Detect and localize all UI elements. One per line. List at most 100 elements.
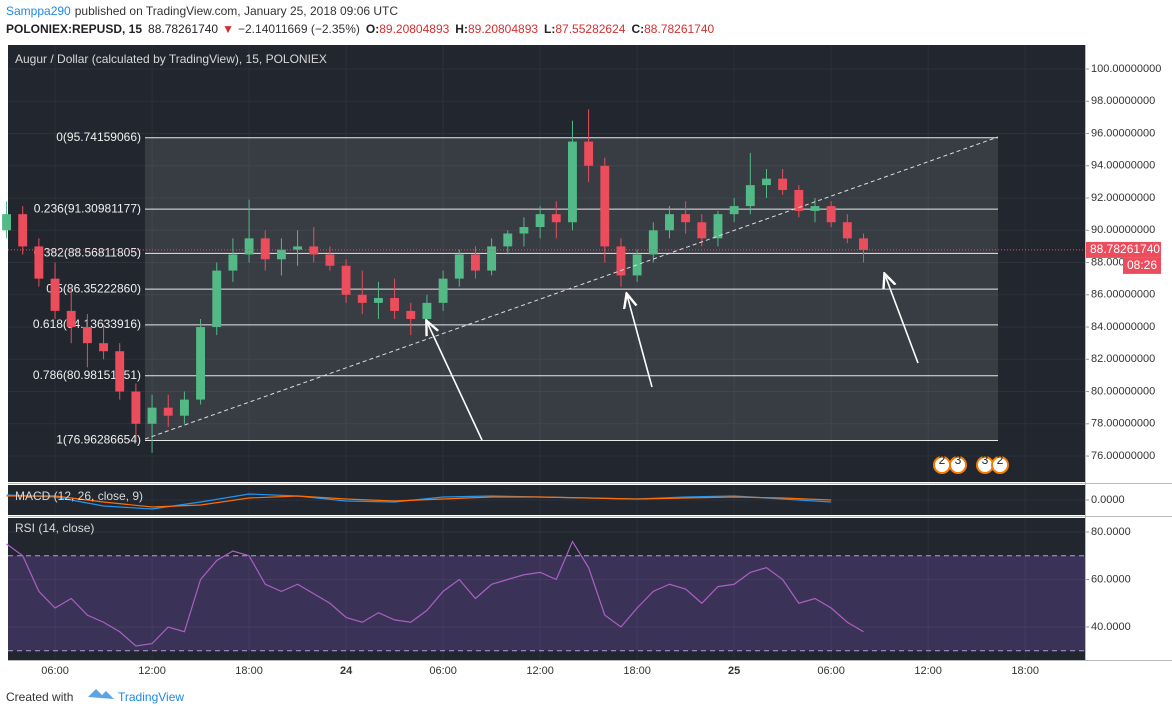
candle-body: [2, 214, 11, 231]
candle-body: [341, 265, 351, 295]
candle-body: [228, 254, 238, 271]
event-label: 3: [955, 453, 962, 467]
x-tick-label: 18:00: [1011, 665, 1039, 677]
header-line-2: POLONIEX:REPUSD, 15 88.78261740 ▼ −2.140116…: [6, 22, 715, 36]
symbol: POLONIEX:REPUSD, 15: [6, 22, 142, 36]
x-tick-label: 12:00: [526, 665, 554, 677]
plot-layer: 76.00000000 78.00000000 80.00000000 82.0000…: [2, 45, 1172, 677]
y-tick-label: 80.0000: [1091, 526, 1131, 538]
candle-body: [842, 222, 852, 239]
candle-body: [422, 302, 432, 319]
event-label: 2: [939, 453, 946, 467]
candle-body: [600, 165, 610, 247]
candle-body: [260, 238, 270, 260]
candle-body: [568, 141, 577, 223]
fib-label: 0(95.74159066): [56, 130, 141, 144]
y-tick-label: 100.00000000: [1091, 63, 1161, 75]
candle-body: [66, 310, 76, 328]
y-tick-label: 0.0000: [1091, 494, 1125, 506]
ohlc-value: 89.20804893: [379, 22, 449, 36]
rsi-pane: [8, 518, 1085, 660]
candle-body: [487, 246, 497, 271]
candle-body: [454, 254, 464, 279]
ohlc-key: O:: [366, 22, 379, 36]
candle-body: [745, 185, 755, 207]
y-tick-label: 90.00000000: [1091, 224, 1155, 236]
series-line: [6, 495, 832, 508]
candle-body: [212, 270, 222, 328]
change: −2.14011669 (−2.35%): [238, 22, 360, 36]
candle-body: [826, 206, 836, 223]
y-tick-label: 98.00000000: [1091, 95, 1155, 107]
event-label: 2: [997, 453, 1004, 467]
candle-body: [18, 214, 28, 247]
y-tick-label: 82.00000000: [1091, 353, 1155, 365]
candle-body: [551, 214, 561, 223]
rsi-band: [8, 555, 1085, 651]
x-tick-label: 12:00: [138, 665, 166, 677]
candle-body: [196, 327, 206, 400]
tv-logo: [88, 689, 114, 699]
y-tick-label: 86.00000000: [1091, 289, 1155, 301]
y-tick-label: 76.00000000: [1091, 450, 1155, 462]
candle-body: [147, 407, 157, 424]
candle-body: [438, 278, 448, 303]
x-tick-label: 12:00: [914, 665, 942, 677]
countdown-box: [1123, 257, 1161, 274]
ohlc-key: H:: [455, 22, 468, 36]
candle-body: [762, 178, 771, 186]
event-label: 3: [982, 453, 989, 467]
candle-body: [325, 254, 335, 266]
candle-body: [163, 407, 173, 416]
last-price-label: 88.78261740: [1090, 242, 1160, 256]
candle-body: [810, 206, 820, 211]
created-with: Created with: [6, 690, 73, 704]
y-tick-label: 78.00000000: [1091, 418, 1155, 430]
arrow: [427, 322, 483, 441]
candle-body: [665, 214, 674, 231]
fib-label: 0.236(91.30981177): [34, 201, 141, 215]
candle-body: [778, 178, 788, 190]
x-tick-label: 25: [728, 665, 740, 677]
candle-body: [713, 214, 723, 239]
price-pane-title: Augur / Dollar (calculated by TradingVie…: [15, 52, 327, 66]
candle-body: [82, 327, 92, 344]
brand[interactable]: TradingView: [118, 690, 184, 704]
fib-label: 0.5(86.35222860): [46, 281, 141, 295]
x-tick-label: 24: [340, 665, 353, 677]
x-tick-label: 18:00: [235, 665, 263, 677]
candle-body: [584, 141, 594, 166]
ohlc: O:89.20804893 H:89.20804893 L:87.55282624 C…: [366, 22, 715, 36]
x-tick-label: 06:00: [817, 665, 845, 677]
ohlc-key: C:: [631, 22, 644, 36]
candle-body: [503, 233, 513, 247]
candle-body: [115, 351, 125, 392]
y-tick-label: 40.0000: [1091, 621, 1131, 633]
y-tick-label: 84.00000000: [1091, 321, 1155, 333]
candle-body: [859, 238, 868, 250]
rsi-title: RSI (14, close): [15, 521, 94, 535]
countdown: 08:26: [1127, 258, 1157, 272]
candle-body: [390, 298, 400, 311]
candle-body: [99, 343, 109, 352]
fib-label: 0.786(80.98151351): [33, 368, 141, 382]
x-tick-label: 06:00: [429, 665, 457, 677]
candle-body: [470, 254, 480, 271]
candle-body: [406, 310, 416, 319]
candle-body: [179, 399, 189, 416]
arrow: [627, 295, 653, 388]
event-badge: [949, 456, 967, 474]
candle-body: [131, 391, 141, 424]
y-tick-label: 96.00000000: [1091, 127, 1155, 139]
author[interactable]: Samppa290: [6, 4, 71, 18]
ohlc-key: L:: [544, 22, 555, 36]
series-line: [6, 540, 864, 647]
macd-title: MACD (12, 26, close, 9): [15, 489, 143, 503]
candle-body: [244, 238, 254, 255]
candle-body: [50, 278, 60, 311]
fib-label: 1(76.96286654): [56, 433, 141, 447]
candle-body: [309, 246, 319, 255]
candle-body: [729, 206, 739, 215]
candle-body: [357, 294, 367, 303]
